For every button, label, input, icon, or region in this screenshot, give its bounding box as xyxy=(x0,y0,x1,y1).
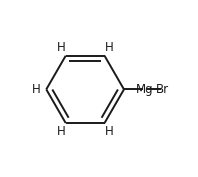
Text: H: H xyxy=(32,83,41,96)
Text: H: H xyxy=(56,125,65,138)
Text: Mg: Mg xyxy=(136,83,154,96)
Text: H: H xyxy=(56,41,65,54)
Text: Br: Br xyxy=(156,83,169,96)
Text: H: H xyxy=(105,125,114,138)
Text: H: H xyxy=(105,41,114,54)
